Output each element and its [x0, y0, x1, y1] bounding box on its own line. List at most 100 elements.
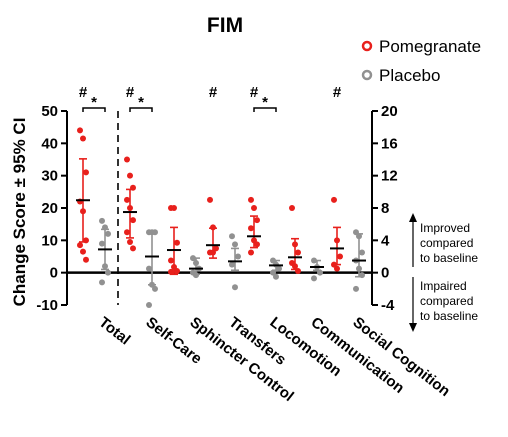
data-point: [210, 249, 216, 256]
star-marker: *: [138, 94, 144, 111]
star-bracket: [82, 107, 106, 112]
data-point: [235, 253, 241, 260]
right-y-tick-label: 8: [381, 200, 389, 217]
data-point: [331, 196, 337, 203]
left-y-tick-label: 0: [50, 265, 58, 282]
data-point: [232, 284, 238, 291]
data-point: [99, 240, 105, 247]
data-point: [146, 302, 152, 308]
chart-title: FIM: [207, 14, 243, 37]
star-bracket: [129, 107, 153, 112]
data-point: [124, 156, 130, 163]
improved-arrowhead: [409, 213, 417, 222]
y-axis-title: Change Score ± 95% CI: [10, 118, 29, 307]
data-point: [130, 217, 136, 224]
data-point: [193, 259, 199, 266]
legend-marker-pomegranate: [361, 40, 373, 52]
data-point: [295, 249, 301, 256]
data-point: [105, 230, 111, 237]
hash-marker: #: [333, 84, 342, 101]
right-y-tick-label: -4: [381, 297, 395, 314]
legend-label-placebo: Placebo: [379, 66, 440, 85]
impaired-annotation: Impaired compared to baseline: [409, 277, 478, 332]
data-point: [168, 268, 174, 275]
data-point: [207, 196, 213, 203]
data-point: [229, 233, 235, 240]
right-y-tick-label: 12: [381, 168, 398, 185]
data-point: [311, 257, 317, 264]
data-point: [77, 242, 83, 249]
data-point: [168, 257, 174, 264]
data-point: [174, 239, 180, 246]
hash-marker: #: [250, 84, 259, 101]
data-point: [311, 275, 317, 282]
improved-line-2: compared: [420, 236, 473, 250]
hash-marker: #: [79, 84, 88, 101]
data-point: [171, 205, 177, 211]
data-point: [190, 255, 196, 262]
data-point: [292, 263, 298, 270]
legend: Pomegranate Placebo: [361, 37, 481, 85]
data-point: [127, 172, 133, 179]
impaired-line-3: to baseline: [420, 309, 478, 323]
data-point: [229, 261, 235, 268]
data-point: [127, 238, 133, 245]
hash-marker: #: [209, 84, 218, 101]
data-point: [353, 285, 359, 292]
data-point: [276, 265, 282, 272]
impaired-line-2: compared: [420, 294, 473, 308]
data-point: [232, 241, 238, 248]
data-point: [83, 256, 89, 263]
right-y-tick-label: 4: [381, 232, 390, 249]
data-point: [248, 225, 254, 232]
data-point: [359, 272, 365, 279]
data-point: [317, 269, 323, 276]
left-y-tick-label: -10: [36, 297, 58, 314]
data-point: [334, 237, 340, 244]
data-point: [102, 263, 108, 270]
left-y-tick-label: 40: [41, 135, 58, 152]
left-y-tick-label: 10: [41, 232, 58, 249]
legend-marker-placebo: [361, 69, 373, 81]
impaired-arrowhead: [409, 323, 417, 332]
data-point: [210, 224, 216, 231]
hash-marker: #: [126, 84, 135, 101]
impaired-line-1: Impaired: [420, 279, 467, 293]
data-point: [254, 241, 260, 248]
significance-markers: # # # # #* * *: [79, 84, 342, 112]
right-y-tick-label: 20: [381, 103, 398, 120]
data-point: [337, 253, 343, 260]
data-point: [292, 241, 298, 248]
star-marker: *: [262, 94, 268, 111]
data-points: [76, 127, 366, 308]
data-point: [105, 269, 111, 276]
data-point: [83, 169, 89, 176]
data-point: [334, 265, 340, 272]
data-point: [146, 265, 152, 272]
data-point: [99, 279, 105, 286]
data-point: [130, 245, 136, 252]
left-y-tick-label: 50: [41, 103, 58, 120]
data-point: [80, 208, 86, 215]
data-point: [295, 268, 301, 275]
data-point: [83, 237, 89, 244]
data-point: [356, 233, 362, 240]
data-point: [359, 249, 365, 256]
data-point: [248, 196, 254, 203]
data-point: [77, 127, 83, 134]
data-point: [124, 229, 130, 236]
data-point: [99, 217, 105, 224]
data-point: [248, 249, 254, 256]
star-marker: *: [91, 94, 97, 111]
left-y-tick-label: 30: [41, 168, 58, 185]
data-point: [193, 272, 199, 279]
data-point: [289, 205, 295, 211]
data-point: [251, 205, 257, 211]
left-y-tick-label: 20: [41, 200, 58, 217]
data-point: [130, 184, 136, 191]
data-point: [174, 268, 180, 275]
data-point: [152, 285, 158, 292]
star-bracket: [253, 107, 277, 112]
